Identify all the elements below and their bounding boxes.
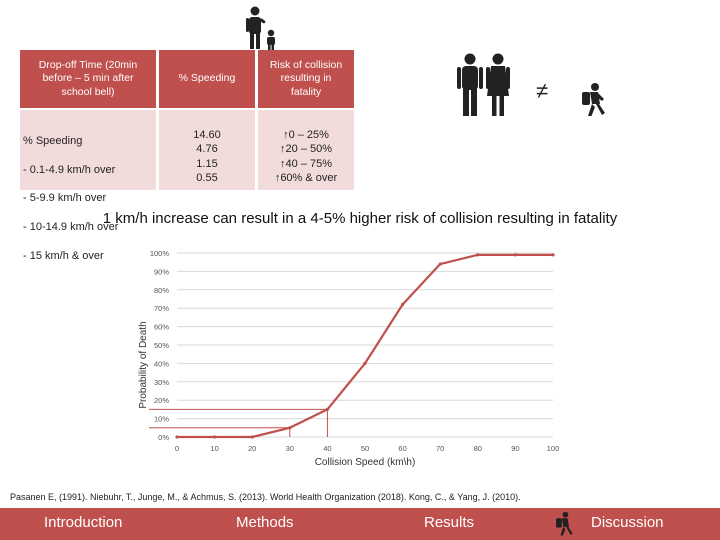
nav-results[interactable]: Results xyxy=(424,514,475,531)
speed-range-4: - 15 km/h & over xyxy=(23,249,104,262)
student-icon xyxy=(552,511,576,537)
references: Pasanen E, (1991). Niebuhr, T., Junge, M… xyxy=(10,492,521,502)
data-point xyxy=(213,435,217,439)
x-tick-labels: 0 10 20 30 40 50 60 70 80 90 100 xyxy=(175,444,559,453)
x-tick-label: 10 xyxy=(210,444,218,453)
student-with-backpack-icon xyxy=(578,82,608,118)
bottom-navigation-bar: Introduction Methods Results Discussion xyxy=(0,508,720,540)
couple-icon xyxy=(455,52,513,118)
data-point xyxy=(513,253,518,257)
x-tick-label: 60 xyxy=(398,444,406,453)
x-tick-label: 40 xyxy=(323,444,331,453)
speed-range-2: - 5-9.9 km/h over xyxy=(23,192,107,205)
y-tick-label: 50% xyxy=(154,341,169,350)
probability-of-death-chart: 0% 10% 20% 30% 40% 50% 60% 70% 80% 90% 100% 0 10 20 3… xyxy=(138,249,559,468)
chart-gridlines xyxy=(177,252,553,438)
y-tick-label: 10% xyxy=(154,415,169,424)
chart-series xyxy=(175,253,555,439)
y-tick-label: 30% xyxy=(154,378,169,387)
speed-block-title: % Speeding xyxy=(23,135,83,148)
data-point xyxy=(401,302,405,307)
speed-range-3: - 10-14.9 km/h over xyxy=(23,221,119,234)
x-tick-label: 0 xyxy=(175,444,179,453)
speed-range-1: - 0.1-4.9 km/h over xyxy=(23,163,116,176)
x-axis-title: Collision Speed (km\h) xyxy=(315,457,416,468)
y-tick-label: 100% xyxy=(150,249,170,258)
data-point xyxy=(476,253,480,257)
risk-value-2: ↑20 – 50% xyxy=(280,143,332,156)
risk-values-cell: ↑0 – 25% ↑20 – 50% ↑40 – 75% ↑60% & over xyxy=(258,110,354,190)
header-risk: Risk of collision resulting in fatality xyxy=(258,50,354,108)
risk-value-4: ↑60% & over xyxy=(274,171,338,184)
risk-value-3: ↑40 – 75% xyxy=(280,157,332,170)
y-tick-label: 90% xyxy=(154,267,169,276)
data-point xyxy=(438,262,442,266)
speeding-value-1: 14.60 xyxy=(193,129,221,141)
y-axis-title: Probability of Death xyxy=(138,321,149,408)
speeding-value-3: 1.15 xyxy=(196,157,218,170)
y-tick-labels: 0% 10% 20% 30% 40% 50% 60% 70% 80% 90% 100% xyxy=(150,249,170,442)
x-tick-label: 30 xyxy=(286,444,294,453)
not-equal-symbol: ≠ xyxy=(536,78,549,103)
speeding-values-cell: 14.60 4.76 1.15 0.55 xyxy=(159,110,255,190)
y-tick-label: 80% xyxy=(154,286,169,295)
data-point xyxy=(288,426,292,430)
x-tick-label: 100 xyxy=(547,444,560,453)
parent-with-child-icon xyxy=(244,5,280,51)
x-tick-label: 80 xyxy=(474,444,482,453)
nav-methods[interactable]: Methods xyxy=(236,514,294,531)
speeding-value-4: 0.55 xyxy=(196,171,218,184)
speed-ranges-cell: % Speeding - 0.1-4.9 km/h over - 5-9.9 k… xyxy=(20,110,156,262)
header-speeding: % Speeding xyxy=(159,50,255,108)
data-point xyxy=(325,407,329,411)
speeding-value-2: 4.76 xyxy=(196,143,218,156)
x-tick-label: 70 xyxy=(436,444,444,453)
headline: 1 km/h increase can result in a 4-5% hig… xyxy=(102,210,618,227)
data-point xyxy=(250,435,254,439)
x-tick-label: 90 xyxy=(511,444,519,453)
data-point xyxy=(551,253,555,257)
y-tick-label: 40% xyxy=(154,359,169,368)
data-point xyxy=(175,435,179,439)
y-tick-label: 60% xyxy=(154,323,169,332)
x-tick-label: 20 xyxy=(248,444,256,453)
y-tick-label: 20% xyxy=(154,396,169,405)
header-dropoff-time: Drop-off Time (20min before – 5 min afte… xyxy=(20,50,156,108)
y-tick-label: 70% xyxy=(154,304,169,313)
data-point xyxy=(363,361,367,365)
y-tick-label: 0% xyxy=(158,433,169,442)
nav-discussion[interactable]: Discussion xyxy=(591,514,664,531)
nav-introduction[interactable]: Introduction xyxy=(44,514,123,531)
x-tick-label: 50 xyxy=(361,444,369,453)
risk-value-1: ↑0 – 25% xyxy=(283,129,329,141)
